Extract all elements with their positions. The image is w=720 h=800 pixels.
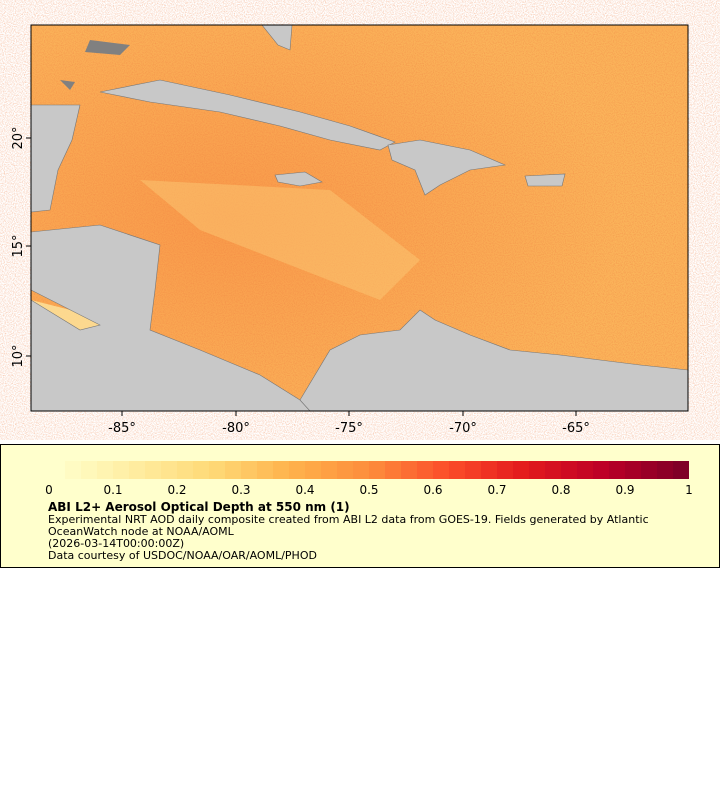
- colorbar-label: 1: [685, 483, 693, 497]
- colorbar-swatch: [545, 461, 561, 479]
- legend-title: ABI L2+ Aerosol Optical Depth at 550 nm …: [48, 500, 350, 514]
- colorbar-swatch: [289, 461, 305, 479]
- colorbar-swatch: [129, 461, 145, 479]
- colorbar-swatch: [385, 461, 401, 479]
- colorbar-swatch: [401, 461, 417, 479]
- lat-tick-label: 10°: [11, 344, 26, 367]
- colorbar-swatch: [257, 461, 273, 479]
- colorbar-swatch: [513, 461, 529, 479]
- colorbar-swatch: [465, 461, 481, 479]
- colorbar-swatch: [561, 461, 577, 479]
- colorbar-swatch: [625, 461, 641, 479]
- colorbar-swatch: [209, 461, 225, 479]
- colorbar-label: 0.5: [359, 483, 379, 497]
- colorbar-swatch: [81, 461, 97, 479]
- colorbar-swatch: [321, 461, 337, 479]
- lat-tick-label: 15°: [11, 234, 26, 257]
- legend-credit: Data courtesy of USDOC/NOAA/OAR/AOML/PHO…: [48, 549, 317, 562]
- colorbar-swatch: [177, 461, 193, 479]
- colorbar-label: 0.3: [231, 483, 251, 497]
- colorbar-swatch: [673, 461, 689, 479]
- colorbar-label: 0: [45, 483, 53, 497]
- colorbar-swatch: [593, 461, 609, 479]
- cuba: [99, 79, 396, 151]
- axis-ticks: -85° -80° -75° -70° -65° 20° 15° 10°: [11, 126, 590, 436]
- lon-tick-label: -70°: [449, 421, 477, 436]
- colorbar-swatch: [353, 461, 369, 479]
- colorbar-swatch: [193, 461, 209, 479]
- colorbar-swatch: [273, 461, 289, 479]
- colorbar: [49, 461, 689, 479]
- colorbar-label: 0.4: [295, 483, 315, 497]
- legend-description: Experimental NRT AOD daily composite cre…: [48, 513, 649, 538]
- puerto-rico: [524, 173, 566, 187]
- colorbar-swatch: [97, 461, 113, 479]
- hispaniola: [387, 139, 507, 196]
- nodata-patches: [60, 40, 130, 90]
- lat-tick-label: 20°: [11, 126, 26, 149]
- colorbar-swatch: [449, 461, 465, 479]
- colorbar-swatch: [145, 461, 161, 479]
- colorbar-swatch: [529, 461, 545, 479]
- colorbar-swatch: [609, 461, 625, 479]
- colorbar-swatch: [369, 461, 385, 479]
- map-frame: [30, 24, 689, 412]
- colorbar-swatch: [417, 461, 433, 479]
- colorbar-swatch: [65, 461, 81, 479]
- colorbar-label: 0.2: [167, 483, 187, 497]
- colorbar-swatch: [113, 461, 129, 479]
- colorbar-swatch: [641, 461, 657, 479]
- colorbar-swatch: [337, 461, 353, 479]
- colorbar-label: 0.8: [551, 483, 571, 497]
- lon-tick-label: -80°: [222, 421, 250, 436]
- colorbar-label: 0.1: [103, 483, 123, 497]
- lon-tick-label: -65°: [562, 421, 590, 436]
- jamaica: [274, 171, 323, 187]
- legend: 0 0.1 0.2 0.3 0.4 0.5 0.6 0.7 0.8 0.9 1 ABI L2+ Ae…: [0, 444, 720, 568]
- lon-tick-label: -85°: [108, 421, 136, 436]
- colorbar-swatch: [161, 461, 177, 479]
- colorbar-swatch: [657, 461, 673, 479]
- colorbar-swatch: [481, 461, 497, 479]
- colorbar-label: 0.9: [615, 483, 635, 497]
- lon-tick-label: -75°: [335, 421, 363, 436]
- aod-map: -85° -80° -75° -70° -65° 20° 15° 10°: [11, 24, 689, 436]
- colorbar-swatch: [433, 461, 449, 479]
- colorbar-swatch: [49, 461, 65, 479]
- colorbar-swatch: [577, 461, 593, 479]
- colorbar-swatch: [241, 461, 257, 479]
- colorbar-swatch: [497, 461, 513, 479]
- colorbar-label: 0.6: [423, 483, 443, 497]
- colorbar-label: 0.7: [487, 483, 507, 497]
- legend-time: (2026-03-14T00:00:00Z): [48, 537, 185, 550]
- colorbar-swatch: [225, 461, 241, 479]
- land: [30, 24, 689, 412]
- colorbar-swatch: [305, 461, 321, 479]
